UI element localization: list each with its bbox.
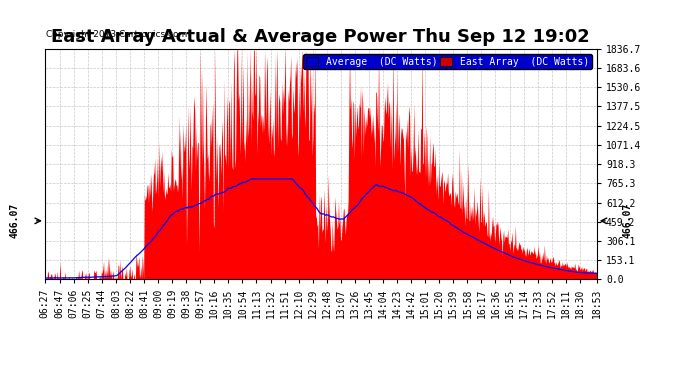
Text: 466.07: 466.07 [10,203,19,238]
Legend: Average  (DC Watts), East Array  (DC Watts): Average (DC Watts), East Array (DC Watts… [304,54,592,69]
Title: East Array Actual & Average Power Thu Sep 12 19:02: East Array Actual & Average Power Thu Se… [52,28,590,46]
Text: 466.07: 466.07 [622,203,632,238]
Text: Copyright 2013 Cartronics.com: Copyright 2013 Cartronics.com [46,30,188,39]
